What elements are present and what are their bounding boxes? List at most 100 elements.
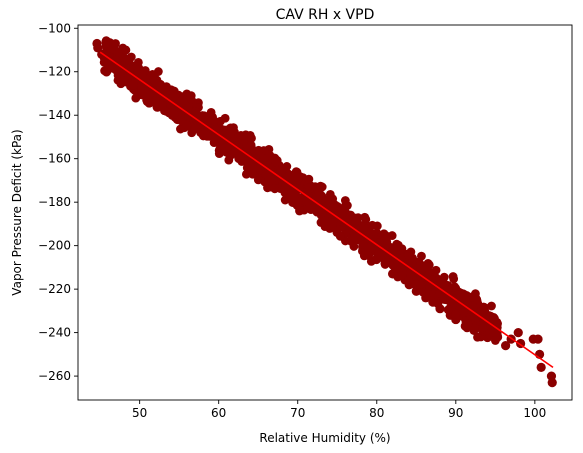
scatter-point: [463, 319, 473, 329]
scatter-point: [214, 149, 224, 159]
scatter-point: [267, 175, 276, 185]
x-axis-label: Relative Humidity (%): [259, 431, 390, 445]
x-tick-label: 50: [132, 406, 147, 420]
scatter-point: [433, 297, 442, 307]
scatter-point: [332, 228, 342, 237]
scatter-point: [365, 243, 374, 253]
scatter-point: [118, 61, 128, 71]
scatter-point: [121, 45, 131, 55]
x-tick-label: 100: [523, 406, 546, 420]
scatter-point: [187, 96, 197, 106]
x-tick-label: 70: [290, 406, 305, 420]
scatter-point: [302, 203, 312, 213]
scatter-point-cloud: [99, 36, 503, 345]
scatter-point: [226, 150, 236, 160]
scatter-point: [490, 336, 500, 345]
scatter-point: [380, 259, 390, 268]
scatter-point: [202, 131, 212, 141]
scatter-point: [182, 120, 192, 130]
axes-frame: [77, 24, 573, 401]
scatter-point: [236, 130, 246, 140]
scatter-point: [320, 216, 330, 226]
scatter-point: [310, 182, 320, 192]
scatter-point: [271, 157, 281, 167]
scatter-point: [397, 270, 407, 280]
scatter-point: [393, 240, 403, 250]
y-tick-label: −200: [38, 239, 71, 253]
y-tick-label: −140: [38, 108, 71, 122]
x-axis-ticks: 50 60 70 80 90 100: [132, 400, 546, 420]
scatter-point: [360, 212, 370, 222]
scatter-point: [470, 323, 479, 333]
scatter-point: [184, 102, 194, 112]
scatter-point: [404, 250, 413, 260]
scatter-point: [408, 262, 418, 272]
scatter-point: [383, 232, 393, 241]
scatter-point: [220, 113, 230, 123]
scatter-point: [513, 328, 523, 338]
scatter-point: [209, 138, 219, 147]
y-tick-label: −120: [38, 65, 71, 79]
scatter-point: [242, 163, 252, 173]
scatter-point: [439, 279, 449, 288]
scatter-point: [327, 218, 337, 228]
scatter-point: [340, 196, 350, 205]
scatter-point: [375, 247, 384, 257]
scatter-point: [367, 220, 377, 230]
scatter-point: [359, 222, 369, 232]
y-tick-label: −220: [38, 282, 71, 296]
y-tick-label: −180: [38, 195, 71, 209]
scatter-point: [125, 65, 135, 75]
scatter-point: [533, 334, 543, 344]
regression-line-segment: [99, 51, 554, 369]
scatter-point: [448, 272, 458, 281]
scatter-point: [241, 169, 251, 179]
y-axis-label: Vapor Pressure Deficit (kPa): [10, 129, 24, 295]
scatter-point: [470, 291, 480, 300]
scatter-point: [451, 309, 460, 319]
scatter-point: [470, 313, 480, 323]
scatter-point: [140, 66, 150, 75]
scatter-point: [458, 306, 468, 316]
y-tick-label: −260: [38, 369, 71, 383]
y-tick-label: −100: [38, 21, 71, 35]
scatter-point: [372, 255, 381, 265]
scatter-point: [302, 196, 312, 206]
scatter-point: [386, 247, 396, 257]
scatter-point: [351, 216, 361, 226]
scatter-point: [489, 327, 499, 337]
y-tick-label: −160: [38, 152, 71, 166]
scatter-point: [137, 88, 147, 98]
scatter-point: [443, 305, 453, 315]
scatter-point: [364, 251, 374, 261]
scatter-point: [418, 263, 428, 273]
scatter-point: [344, 215, 354, 224]
regression-line: [99, 51, 554, 369]
scatter-point: [487, 301, 496, 311]
scatter-point: [276, 166, 286, 175]
scatter-point: [248, 169, 258, 179]
y-axis-ticks: −100 −120 −140 −160 −180 −200 −220 −240 −260: [38, 21, 78, 383]
scatter-point: [416, 280, 425, 289]
x-tick-label: 90: [448, 406, 463, 420]
scatter-point: [191, 109, 201, 119]
scatter-point: [382, 239, 392, 249]
scatter-point: [350, 230, 360, 240]
scatter-point: [111, 39, 120, 48]
scatter-point: [396, 262, 406, 272]
scatter-point: [102, 65, 112, 75]
scatter-point: [270, 184, 280, 194]
scatter-point: [294, 173, 303, 183]
scatter-point: [304, 174, 314, 184]
scatter-point: [396, 254, 406, 264]
scatter-point: [119, 76, 128, 86]
x-tick-label: 80: [369, 406, 384, 420]
scatter-point: [479, 322, 489, 332]
chart-title: CAV RH x VPD: [276, 7, 375, 23]
scatter-point: [132, 65, 142, 74]
x-tick-label: 60: [211, 406, 226, 420]
y-tick-label: −240: [38, 326, 71, 340]
scatter-point: [417, 251, 426, 261]
scatter-point: [143, 96, 153, 106]
